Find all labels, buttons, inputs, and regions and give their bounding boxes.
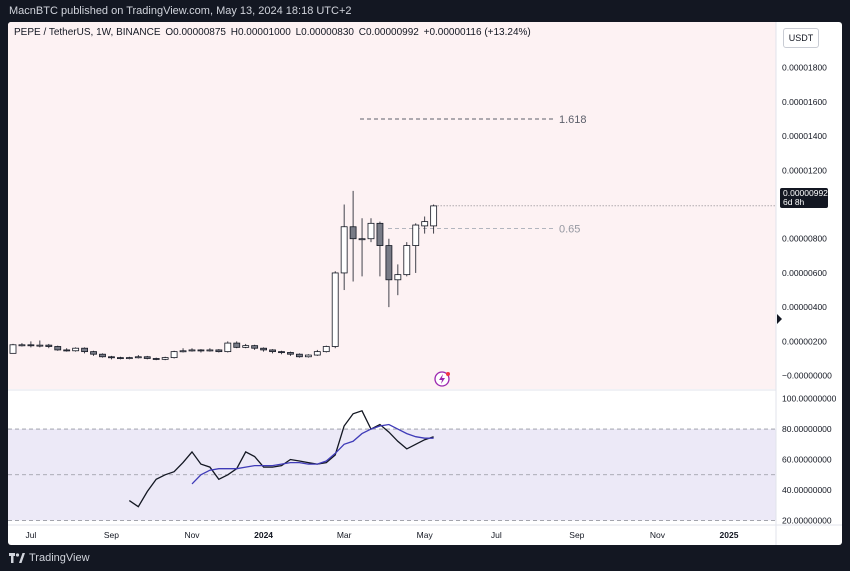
candle-body — [36, 344, 44, 347]
scroll-arrow-icon — [777, 314, 782, 324]
price-tick-label: 0.00001400 — [782, 131, 827, 141]
publish-info: MacnBTC published on TradingView.com, Ma… — [9, 5, 352, 17]
last-price-badge: 0.00000992 6d 8h — [780, 188, 828, 208]
candle-body — [269, 349, 276, 353]
chart-frame[interactable]: 0.00001800 0.00001600 0.00001400 0.00001200… — [8, 22, 842, 545]
candle-body — [206, 349, 214, 352]
candle-body — [27, 344, 35, 347]
notification-dot-icon — [446, 372, 450, 376]
candle-body — [99, 353, 106, 358]
candle-body — [170, 351, 178, 359]
candle-body — [72, 347, 80, 352]
candle-body — [108, 356, 115, 359]
price-tick-label: 0.00001600 — [782, 97, 827, 107]
candle-body — [260, 347, 268, 351]
time-tick-label: Sep — [569, 530, 584, 540]
candle-body — [152, 358, 160, 360]
stoch-k-line — [128, 410, 434, 508]
legend-low: L0.00000830 — [295, 27, 354, 38]
oscillator-tick-label: 40.00000000 — [782, 485, 832, 495]
last-price-value: 0.00000992 — [783, 188, 828, 198]
candle-body — [18, 344, 26, 347]
candle-body — [349, 226, 357, 240]
time-tick-label: Jul — [25, 530, 36, 540]
price-tick-label: 0.00000800 — [782, 234, 827, 244]
candle-body — [161, 357, 169, 360]
candle-body — [385, 245, 393, 281]
candle-body — [90, 351, 97, 355]
symbol-legend: PEPE / TetherUS, 1W, BINANCE O0.00000875… — [14, 27, 533, 38]
candle-body — [63, 349, 71, 352]
oscillator-tick-label: 20.00000000 — [782, 515, 832, 525]
time-tick-label: Mar — [337, 530, 352, 540]
currency-button[interactable]: USDT — [783, 28, 819, 48]
candle-body — [197, 349, 205, 352]
tradingview-brand: TradingView — [29, 552, 90, 564]
candle-body — [376, 222, 384, 246]
stoch-d-line — [191, 423, 434, 485]
time-tick-label: 2025 — [720, 530, 739, 540]
bottom-bar: TradingView — [0, 545, 850, 571]
candle-body — [421, 221, 429, 227]
time-tick-label: May — [417, 530, 434, 540]
price-tick-label: 0.00000400 — [782, 302, 827, 312]
last-price-countdown: 6d 8h — [783, 197, 805, 207]
candle-body — [143, 356, 151, 359]
candle-body — [412, 224, 420, 246]
price-tick-label: −0.00000000 — [782, 371, 832, 381]
lightning-bolt-icon — [439, 374, 445, 384]
candle-body — [54, 346, 62, 351]
candle-body — [278, 351, 285, 354]
candle-body — [45, 344, 53, 347]
chart-canvas[interactable]: 0.00001800 0.00001600 0.00001400 0.00001200… — [8, 22, 842, 545]
price-pane-bg — [8, 22, 776, 389]
candle-body — [358, 238, 366, 241]
time-tick-label: Jul — [491, 530, 502, 540]
candle-body — [224, 342, 232, 353]
candle-body — [331, 272, 339, 347]
candle-body — [394, 274, 402, 281]
time-tick-label: Nov — [650, 530, 666, 540]
top-bar: MacnBTC published on TradingView.com, Ma… — [0, 0, 850, 22]
tradingview-logo[interactable]: TradingView — [9, 552, 90, 564]
time-tick-label: Nov — [184, 530, 200, 540]
price-tick-label: 0.00000200 — [782, 336, 827, 346]
candle-body — [188, 349, 196, 352]
price-tick-label: 0.00001200 — [782, 165, 827, 175]
candle-body — [287, 352, 294, 355]
candle-body — [367, 222, 375, 240]
candle-body — [313, 351, 321, 356]
fib-level-label: 1.618 — [559, 114, 587, 126]
candle-body — [322, 346, 330, 353]
candle-body — [430, 205, 438, 227]
candle-body — [233, 342, 241, 348]
oscillator-tick-label: 60.00000000 — [782, 455, 832, 465]
time-tick-label: Sep — [104, 530, 119, 540]
candle-body — [242, 345, 250, 348]
candle-body — [340, 226, 348, 274]
oscillator-tick-label: 100.00000000 — [782, 394, 837, 404]
legend-open: O0.00000875 — [165, 27, 226, 38]
oscillator-tick-label: 80.00000000 — [782, 424, 832, 434]
fib-level-label: 0.65 — [559, 223, 580, 235]
candle-body — [9, 344, 17, 354]
price-tick-label: 0.00000600 — [782, 268, 827, 278]
candle-body — [117, 357, 124, 360]
candle-body — [81, 347, 88, 353]
time-tick-label: 2024 — [254, 530, 273, 540]
legend-high: H0.00001000 — [230, 27, 291, 38]
price-tick-label: 0.00001800 — [782, 63, 827, 73]
candle-body — [215, 349, 223, 353]
candle-body — [304, 354, 312, 358]
candle-body — [179, 350, 187, 353]
legend-change: +0.00000116 (+13.24%) — [423, 27, 531, 38]
candle-body — [403, 245, 411, 276]
legend-symbol: PEPE / TetherUS, 1W, BINANCE — [14, 27, 161, 38]
candle-body — [295, 353, 303, 358]
candle-body — [251, 345, 259, 349]
tradingview-logo-icon — [9, 553, 25, 563]
candle-body — [125, 357, 133, 360]
legend-close: C0.00000992 — [358, 27, 419, 38]
candle-body — [134, 356, 142, 359]
